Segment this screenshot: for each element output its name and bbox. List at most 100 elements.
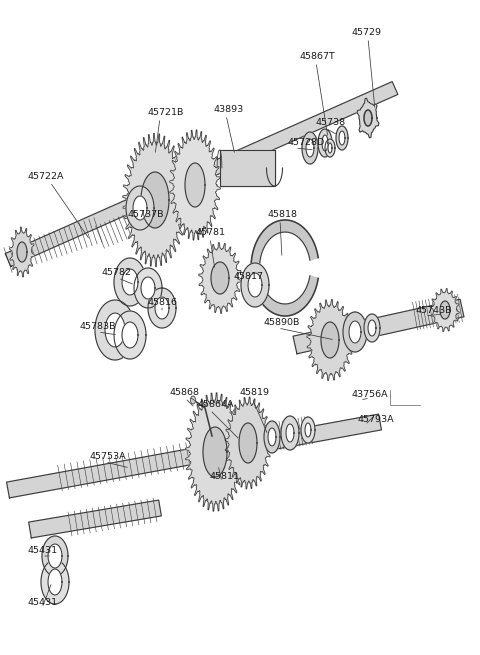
Polygon shape [255,286,264,293]
Polygon shape [295,300,300,312]
Polygon shape [267,225,273,237]
Polygon shape [293,299,464,354]
Polygon shape [306,242,314,250]
Polygon shape [29,500,161,538]
Polygon shape [252,255,260,261]
Polygon shape [328,143,332,153]
Polygon shape [263,230,269,241]
Polygon shape [301,294,309,305]
Polygon shape [309,250,317,256]
Polygon shape [133,196,147,220]
Polygon shape [275,303,279,314]
Polygon shape [255,242,264,251]
Polygon shape [300,230,307,240]
Polygon shape [252,275,260,280]
Polygon shape [48,569,62,595]
Polygon shape [287,220,289,233]
Polygon shape [301,231,309,242]
Text: 45868: 45868 [170,388,200,397]
Text: 45743B: 45743B [415,306,452,315]
Polygon shape [304,235,311,245]
Polygon shape [269,224,275,236]
Polygon shape [357,98,379,138]
Polygon shape [279,220,282,233]
Polygon shape [251,269,260,272]
Polygon shape [257,238,265,247]
Polygon shape [254,245,263,253]
Polygon shape [273,222,277,234]
Polygon shape [292,302,297,314]
Polygon shape [95,300,135,360]
Ellipse shape [191,396,195,404]
Polygon shape [251,261,260,265]
Polygon shape [256,240,264,249]
Polygon shape [260,292,267,303]
Polygon shape [297,225,302,237]
Polygon shape [288,303,291,316]
Polygon shape [264,421,280,453]
Polygon shape [253,248,262,255]
Polygon shape [268,428,276,446]
Polygon shape [256,287,264,296]
Polygon shape [252,258,260,263]
Polygon shape [285,220,287,232]
Polygon shape [253,282,262,289]
Text: 45728D: 45728D [287,138,324,147]
Polygon shape [261,293,268,305]
Polygon shape [259,291,266,300]
Polygon shape [281,304,283,316]
Polygon shape [285,304,287,316]
Polygon shape [277,221,280,233]
Polygon shape [257,289,265,298]
Polygon shape [310,255,318,260]
Polygon shape [199,242,241,313]
Polygon shape [288,220,291,233]
Polygon shape [170,130,220,240]
Polygon shape [269,300,275,312]
Polygon shape [266,298,272,309]
Text: 45721B: 45721B [148,108,184,117]
Polygon shape [134,268,162,308]
Polygon shape [291,303,295,315]
Polygon shape [349,321,361,343]
Polygon shape [336,126,348,150]
Polygon shape [251,264,260,267]
Text: 45738: 45738 [315,118,345,127]
Text: 45817: 45817 [234,272,264,281]
Polygon shape [281,416,299,450]
Text: 45867T: 45867T [300,52,336,61]
Polygon shape [239,423,257,463]
Polygon shape [431,288,459,331]
Polygon shape [252,273,260,278]
Polygon shape [248,273,262,297]
Polygon shape [292,222,297,234]
Polygon shape [253,250,261,257]
Polygon shape [7,414,382,498]
Polygon shape [105,313,125,347]
Polygon shape [219,150,275,186]
Polygon shape [263,295,269,306]
Polygon shape [5,82,398,267]
Polygon shape [321,322,339,358]
Text: 45783B: 45783B [80,322,117,331]
Polygon shape [123,134,187,267]
Polygon shape [300,295,307,307]
Text: 45816: 45816 [148,298,178,307]
Polygon shape [306,288,313,296]
Polygon shape [41,560,69,604]
Polygon shape [298,227,304,238]
Polygon shape [114,311,146,359]
Polygon shape [305,423,311,437]
Polygon shape [286,424,294,442]
Polygon shape [307,244,315,252]
Polygon shape [302,233,310,244]
Polygon shape [298,298,304,310]
Polygon shape [294,223,299,235]
Polygon shape [279,303,282,316]
Polygon shape [251,267,260,269]
Polygon shape [260,234,267,244]
Polygon shape [259,236,266,246]
Polygon shape [253,280,261,286]
Polygon shape [264,297,271,308]
Polygon shape [297,299,302,311]
